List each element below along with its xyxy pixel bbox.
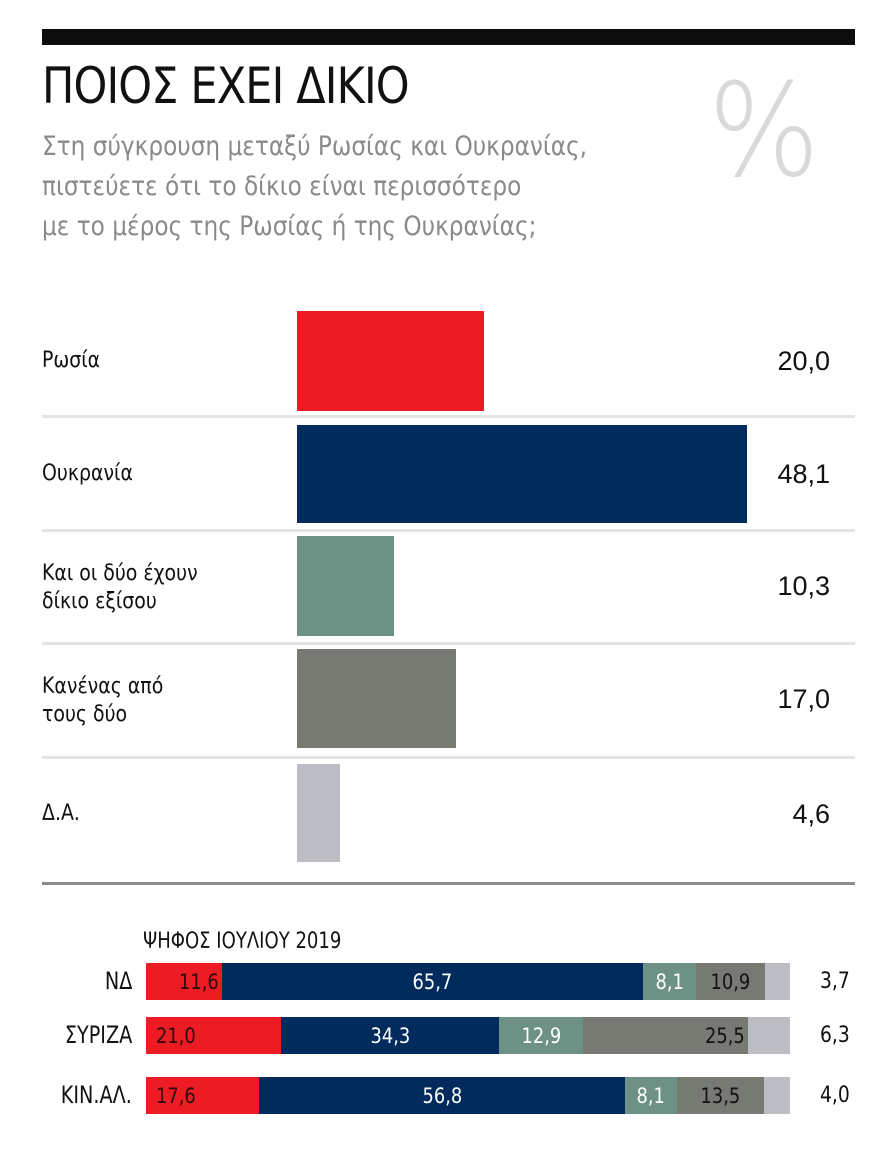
- row-value: 4,6: [792, 799, 830, 829]
- row-value: 20,0: [777, 346, 830, 376]
- section-divider: [42, 882, 855, 885]
- row-divider: [42, 642, 855, 645]
- bar-row-neither: Κανένας από τους δύο 17,0: [42, 649, 855, 748]
- bar-row-ukraine: Ουκρανία 48,1: [42, 425, 855, 523]
- row-divider: [42, 756, 855, 759]
- subtitle-line: πιστεύετε ότι το δίκιο είναι περισσότερο: [42, 171, 522, 202]
- bar-russia: [297, 311, 484, 411]
- chart-title: ΠΟΙΟΣ ΕΧΕΙ ΔΙΚΙΟ: [42, 57, 410, 115]
- row-label: Ουκρανία: [42, 461, 133, 486]
- subtitle-line: Στη σύγκρουση μεταξύ Ρωσίας και Ουκρανία…: [42, 131, 588, 162]
- segment-neither: 10,9: [696, 963, 765, 1000]
- bar-row-dk: Δ.Α. 4,6: [42, 764, 855, 862]
- segment-russia: 17,6: [146, 1077, 259, 1114]
- subtitle-line: με το μέρος της Ρωσίας ή της Ουκρανίας;: [42, 211, 537, 242]
- bar-dk: [297, 764, 340, 862]
- segment-russia: 21,0: [146, 1017, 281, 1054]
- bar-row-both: Και οι δύο έχουν δίκιο εξίσου 10,3: [42, 536, 855, 636]
- stacked-row-syriza: ΣΥΡΙΖΑ 21,0 34,3 12,9 25,5 6,3: [0, 1017, 880, 1054]
- bar-ukraine: [297, 425, 747, 523]
- top-rule: [42, 29, 855, 45]
- row-divider: [42, 415, 855, 418]
- row-label: Κανένας από τους δύο: [42, 674, 164, 727]
- dk-value: 4,0: [820, 1083, 850, 1108]
- segment-neither: 25,5: [583, 1017, 748, 1054]
- segment-ukraine: 56,8: [259, 1077, 625, 1114]
- segment-russia: 11,6: [146, 963, 222, 1000]
- segment-neither: 13,5: [677, 1077, 764, 1114]
- segment-dk: [748, 1017, 790, 1054]
- stacked-row-nd: ΝΔ 11,6 65,7 8,1 10,9 3,7: [0, 963, 880, 1000]
- row-divider: [42, 529, 855, 532]
- row-value: 10,3: [777, 571, 830, 601]
- segment-both: 8,1: [625, 1077, 677, 1114]
- stacked-bar: 17,6 56,8 8,1 13,5: [146, 1077, 790, 1114]
- dk-value: 3,7: [820, 969, 850, 994]
- segment-ukraine: 65,7: [222, 963, 643, 1000]
- segment-dk: [764, 1077, 790, 1114]
- row-value: 17,0: [777, 684, 830, 714]
- row-label: Και οι δύο έχουν δίκιο εξίσου: [42, 561, 198, 614]
- party-label: ΣΥΡΙΖΑ: [64, 1021, 132, 1049]
- segment-both: 12,9: [499, 1017, 583, 1054]
- chart-subtitle: Στη σύγκρουση μεταξύ Ρωσίας και Ουκρανία…: [42, 127, 661, 247]
- stacked-bar: 21,0 34,3 12,9 25,5: [146, 1017, 790, 1054]
- segment-dk: [765, 963, 790, 1000]
- bar-row-russia: Ρωσία 20,0: [42, 311, 855, 411]
- bar-neither: [297, 649, 456, 748]
- row-label: Ρωσία: [42, 348, 101, 373]
- party-label: ΝΔ: [104, 967, 133, 995]
- row-value: 48,1: [777, 459, 830, 489]
- percent-icon: %: [708, 57, 820, 206]
- row-label: Δ.Α.: [42, 801, 80, 826]
- main-bar-chart: Ρωσία 20,0 Ουκρανία 48,1 Και οι δύο έχου…: [42, 311, 855, 862]
- segment-ukraine: 34,3: [281, 1017, 499, 1054]
- party-label: ΚΙΝ.ΑΛ.: [60, 1081, 132, 1109]
- stacked-chart-title: ΨΗΦΟΣ ΙΟΥΛΙΟΥ 2019: [143, 929, 342, 954]
- stacked-row-kinal: ΚΙΝ.ΑΛ. 17,6 56,8 8,1 13,5 4,0: [0, 1077, 880, 1114]
- dk-value: 6,3: [820, 1023, 850, 1048]
- segment-both: 8,1: [643, 963, 696, 1000]
- stacked-bar: 11,6 65,7 8,1 10,9: [146, 963, 790, 1000]
- bar-both: [297, 536, 394, 636]
